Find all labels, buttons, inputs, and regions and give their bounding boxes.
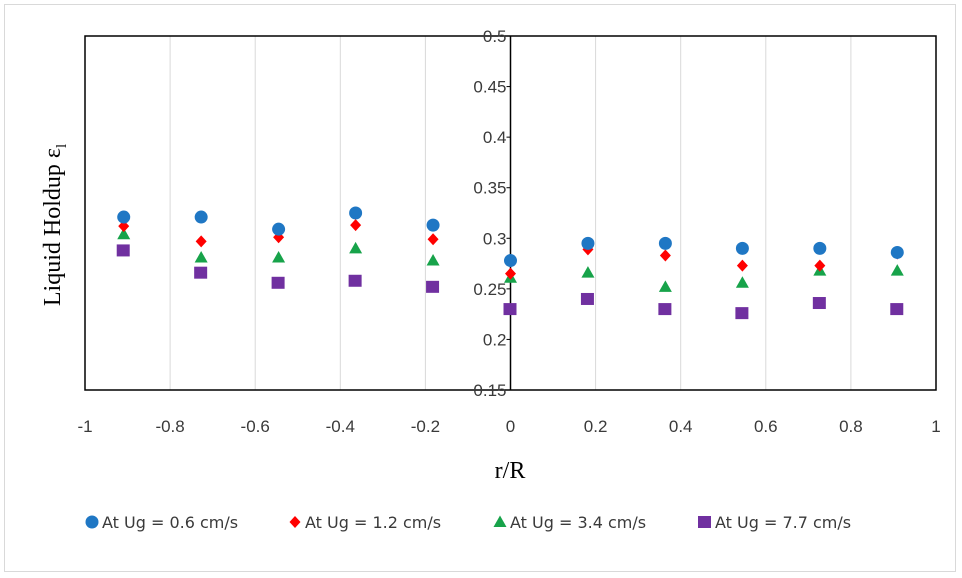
data-point-triangle — [117, 227, 131, 240]
legend-marker-triangle — [493, 515, 507, 527]
legend-label: At Ug = 1.2 cm/s — [305, 513, 441, 532]
data-point-square — [890, 303, 904, 316]
legend-marker-diamond — [289, 516, 301, 528]
x-tick-label: -0.2 — [411, 417, 440, 436]
x-tick-label: 0.2 — [584, 417, 608, 436]
data-point-triangle — [272, 251, 286, 263]
data-point-diamond — [118, 220, 130, 233]
data-point-circle — [426, 218, 440, 232]
data-point-diamond — [350, 219, 362, 232]
x-tick-label: 0.6 — [754, 417, 778, 436]
data-point-square — [348, 274, 362, 287]
y-tick-label: 0.4 — [483, 128, 507, 147]
y-axis-title: Liquid Holdup εl — [40, 144, 70, 306]
data-point-diamond — [505, 267, 516, 280]
data-point-square — [194, 266, 208, 279]
data-point-square — [658, 303, 672, 316]
zero-axes — [506, 35, 512, 391]
data-point-circle — [272, 222, 286, 236]
data-point-circle — [194, 210, 208, 224]
data-point-triangle — [349, 241, 363, 254]
legend-marker-square — [698, 516, 711, 528]
data-point-triangle — [426, 254, 440, 266]
legend-label: At Ug = 0.6 cm/s — [102, 513, 238, 532]
chart-frame — [4, 4, 956, 572]
x-axis-title: r/R — [495, 458, 526, 484]
data-point-circle — [658, 236, 672, 250]
x-tick-label: -1 — [77, 417, 92, 436]
data-point-triangle — [581, 266, 595, 278]
x-tick-label: -0.8 — [155, 417, 184, 436]
data-point-square — [271, 276, 285, 289]
data-point-diamond — [814, 259, 826, 272]
data-point-circle — [813, 241, 827, 255]
data-point-diamond — [195, 235, 207, 248]
y-tick-label: 0.25 — [473, 280, 506, 299]
data-point-diamond — [659, 249, 671, 262]
legend-label: At Ug = 3.4 cm/s — [510, 513, 646, 532]
data-point-square — [116, 244, 130, 257]
x-tick-label: 0 — [506, 417, 515, 436]
data-point-circle — [735, 241, 749, 255]
x-tick-label: 0.4 — [669, 417, 693, 436]
y-tick-label: 0.2 — [483, 330, 507, 349]
data-point-circle — [349, 206, 363, 220]
x-tick-label: 1 — [931, 417, 940, 436]
data-point-square — [503, 303, 517, 316]
data-point-triangle — [658, 280, 672, 292]
tick-labels: -1 -0.8 -0.6 -0.4 -0.2 0 0.2 0.4 0.6 0.8 1 0.15 0.2 0… — [77, 27, 940, 436]
data-point-circle — [890, 245, 904, 259]
x-tick-label: -0.6 — [241, 417, 270, 436]
data-markers — [116, 206, 904, 320]
legend-marker-circle — [85, 515, 99, 529]
x-tick-label: 0.8 — [839, 417, 863, 436]
y-tick-label: 0.3 — [483, 229, 507, 248]
y-tick-label: 0.35 — [473, 179, 506, 198]
data-point-circle — [581, 236, 595, 250]
y-tick-label: 0.45 — [473, 78, 506, 97]
data-point-square — [580, 292, 594, 305]
y-tick-label: 0.5 — [483, 27, 507, 46]
data-point-square — [735, 307, 749, 320]
data-point-diamond — [427, 233, 439, 246]
grid-lines — [169, 36, 852, 390]
data-point-circle — [504, 254, 517, 268]
legend-label: At Ug = 7.7 cm/s — [715, 513, 851, 532]
data-point-diamond — [736, 259, 748, 272]
y-axis-title-subscript: l — [54, 144, 70, 148]
data-point-triangle — [194, 251, 208, 263]
data-point-triangle — [735, 276, 749, 288]
data-point-circle — [117, 210, 131, 224]
data-point-square — [812, 297, 826, 310]
legend: At Ug = 0.6 cm/s At Ug = 1.2 cm/s At Ug = … — [85, 513, 851, 532]
y-axis-title-main: Liquid Holdup ε — [40, 148, 66, 306]
data-point-square — [426, 280, 440, 293]
x-tick-label: -0.4 — [326, 417, 355, 436]
y-tick-label: 0.15 — [473, 381, 506, 400]
data-point-triangle — [890, 264, 904, 276]
